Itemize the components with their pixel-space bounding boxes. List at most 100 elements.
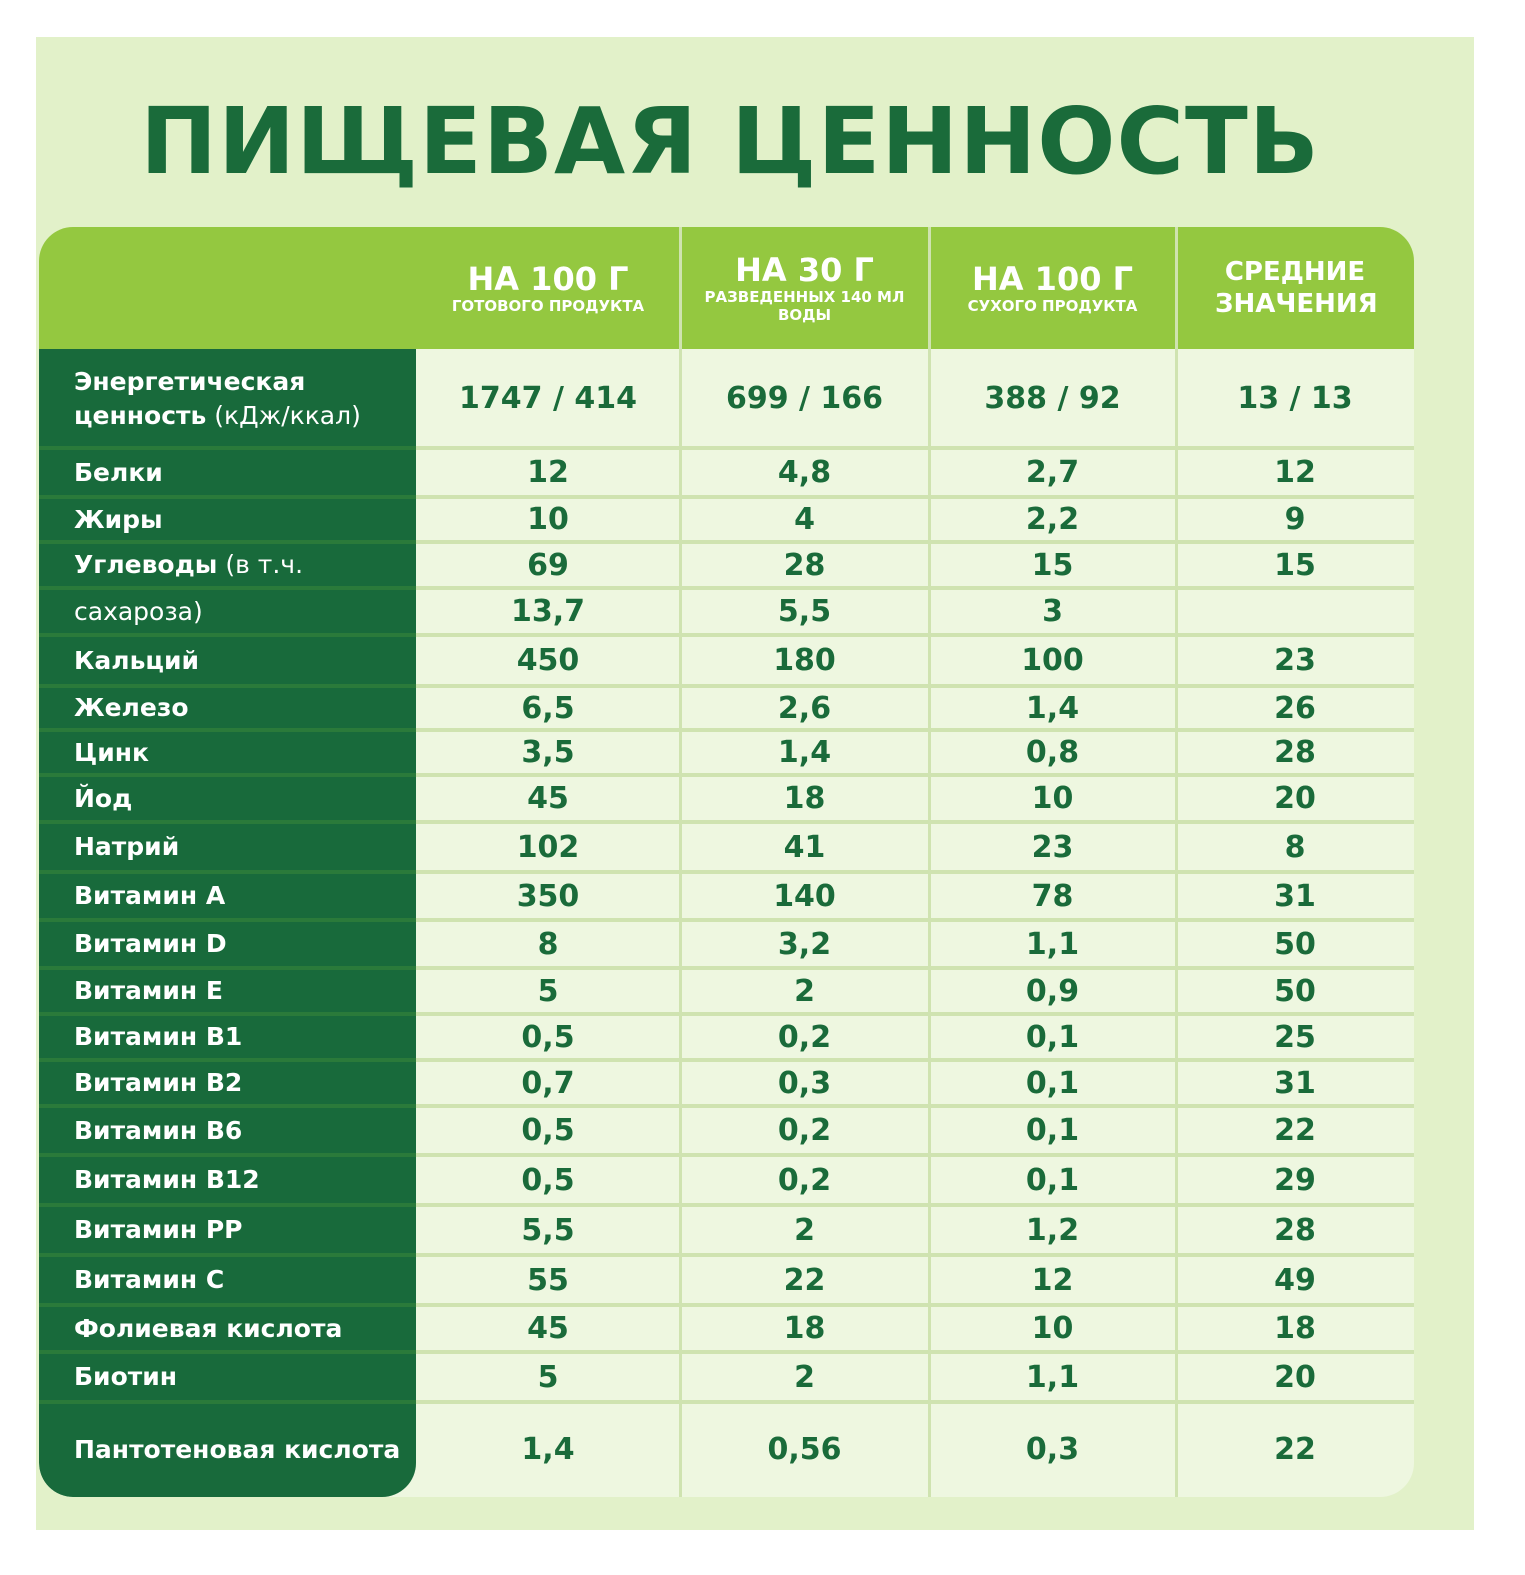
row-divider (39, 1058, 416, 1062)
row-label: Биотин (74, 1352, 414, 1402)
cell-value: 69 (527, 547, 569, 583)
nutrient-name: Витамин А (74, 881, 226, 910)
cell-value: 3,2 (777, 926, 832, 962)
row-label: сахароза) (74, 588, 414, 635)
row-divider (39, 1104, 416, 1108)
row-label: Пантотеновая кислота (74, 1402, 414, 1497)
cell-value: 13,7 (510, 594, 586, 629)
cell-value: 1,4 (521, 1432, 575, 1467)
nutrient-name: Витамин Е (74, 976, 223, 1005)
column-divider (679, 227, 682, 1497)
cell-value: 0,2 (777, 1019, 832, 1055)
cell-value: 18 (783, 781, 826, 816)
row-divider (39, 1203, 1414, 1207)
nutrient-name: Витамин С (74, 1265, 225, 1294)
cell-value: 2 (794, 973, 815, 1009)
cell-value: 15 (1274, 547, 1316, 583)
column-header-title: СРЕДНИЕ ЗНАЧЕНИЯ (1215, 257, 1378, 319)
table-header: НА 100 Г ГОТОВОГО ПРОДУКТА НА 30 Г РАЗВЕДЕН… (39, 227, 1414, 349)
row-divider (39, 820, 1414, 824)
row-divider (39, 1303, 1414, 1307)
row-divider (39, 728, 416, 732)
nutrient-name: Витамин PP (74, 1215, 243, 1244)
cell-value: 5,5 (777, 594, 832, 629)
table-row: Натрий 102 41 23 8 (39, 820, 1414, 872)
nutrient-name: Биотин (74, 1362, 178, 1391)
cell-value: 31 (1274, 878, 1316, 914)
cell-value: 22 (783, 1262, 826, 1298)
column-header: НА 30 Г РАЗВЕДЕННЫХ 140 МЛ ВОДЫ (680, 227, 929, 349)
row-label: Цинк (74, 730, 414, 775)
cell-value: 29 (1274, 1162, 1316, 1198)
cell-value: 2,6 (777, 690, 832, 726)
row-divider (39, 540, 416, 544)
cell-value: 2,7 (1025, 455, 1080, 490)
cell-value: 0,7 (521, 1065, 575, 1101)
row-label: Фолиевая кислота (74, 1305, 414, 1352)
cell-value: 12 (527, 455, 569, 490)
cell-value: 18 (783, 1311, 826, 1346)
row-divider (39, 918, 416, 922)
table-row: Витамин PP 5,5 2 1,2 28 (39, 1203, 1414, 1255)
row-divider (39, 1253, 1414, 1257)
cell-value: 1,2 (1025, 1212, 1080, 1248)
column-header: НА 100 Г ГОТОВОГО ПРОДУКТА (416, 227, 680, 349)
cell-value: 8 (1284, 829, 1306, 865)
cell-value: 12 (1274, 455, 1316, 490)
cell-value: 20 (1274, 781, 1316, 816)
table-row: Пантотеновая кислота 1,4 0,56 0,3 22 (39, 1400, 1414, 1497)
row-divider (39, 1153, 416, 1157)
cell-value: 26 (1274, 690, 1316, 726)
row-label: Железо (74, 686, 414, 730)
column-header-subtitle: ГОТОВОГО ПРОДУКТА (451, 297, 645, 315)
nutrient-note: (в т.ч. (225, 550, 304, 579)
cell-value: 23 (1031, 829, 1074, 865)
cell-value: 5 (537, 973, 559, 1009)
nutrient-name: Витамин B6 (74, 1115, 243, 1145)
row-label: Витамин B6 (74, 1106, 414, 1155)
cell-value: 0,5 (521, 1162, 575, 1198)
row-divider (39, 1153, 1414, 1157)
cell-value: 25 (1274, 1019, 1316, 1055)
row-divider (39, 684, 416, 688)
row-divider (39, 1104, 1414, 1108)
cell-value: 5,5 (521, 1212, 575, 1248)
table-row: Витамин Е 5 2 0,9 50 (39, 966, 1414, 1014)
table-row: Витамин B12 0,5 0,2 0,1 29 (39, 1153, 1414, 1205)
cell-value: 1747 / 414 (459, 381, 637, 416)
cell-value: 31 (1274, 1065, 1316, 1101)
cell-value: 41 (783, 829, 826, 865)
cell-value: 22 (1274, 1113, 1316, 1148)
cell-value: 10 (527, 502, 569, 537)
nutrient-name: Йод (74, 783, 133, 813)
table-row: сахароза) 13,7 5,5 3 (39, 586, 1414, 635)
cell-value: 0,9 (1025, 973, 1080, 1009)
cell-value: 18 (1274, 1311, 1316, 1346)
row-divider (39, 495, 1414, 499)
cell-value: 49 (1274, 1262, 1316, 1298)
row-divider (39, 495, 416, 499)
cell-value: 45 (527, 781, 569, 816)
column-header: СРЕДНИЕ ЗНАЧЕНИЯ (1176, 227, 1414, 349)
cell-value: 102 (516, 829, 580, 865)
cell-value: 0,2 (777, 1113, 832, 1148)
cell-value: 10 (1031, 1311, 1074, 1346)
cell-value: 55 (527, 1262, 569, 1298)
cell-value: 10 (1031, 781, 1074, 816)
cell-value: 50 (1274, 973, 1316, 1009)
table-row: Йод 45 18 10 20 (39, 773, 1414, 822)
row-divider (39, 1058, 1414, 1062)
row-label: Витамин B2 (74, 1060, 414, 1106)
row-divider (39, 773, 1414, 777)
column-header-title: НА 30 Г (735, 251, 874, 289)
row-divider (39, 728, 1414, 732)
nutrient-name: Витамин D (74, 929, 227, 958)
nutrient-name: Белки (74, 457, 163, 487)
row-divider (39, 633, 416, 637)
cell-value: 4,8 (777, 455, 832, 490)
nutrient-name: Витамин B12 (74, 1165, 260, 1194)
cell-value: 28 (1274, 1212, 1316, 1248)
cell-value: 1,1 (1025, 1359, 1080, 1395)
cell-value: 100 (1021, 643, 1084, 678)
nutrient-name: Витамин B2 (74, 1068, 243, 1097)
